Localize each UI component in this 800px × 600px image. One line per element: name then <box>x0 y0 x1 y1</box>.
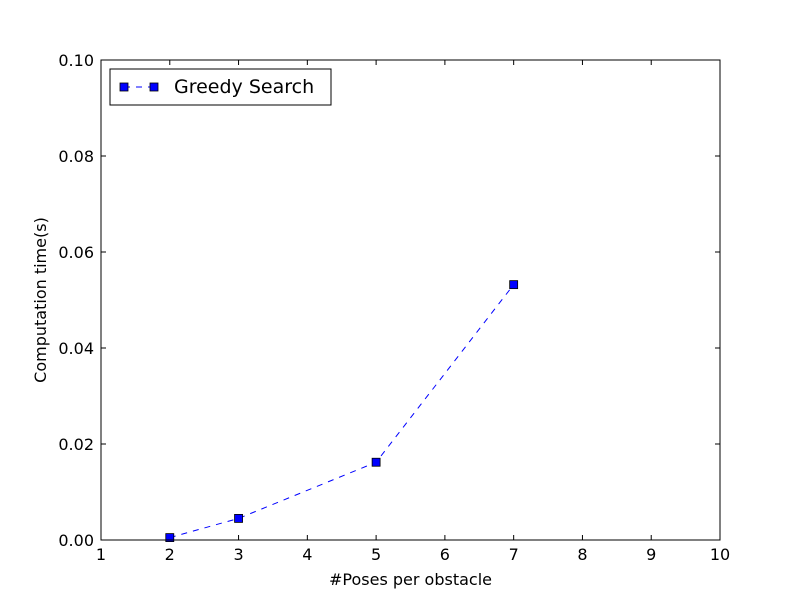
plot-frame <box>100 59 721 541</box>
legend-label-greedy-search: Greedy Search <box>174 76 314 98</box>
series-layer <box>165 280 519 542</box>
series-line-0 <box>169 284 515 539</box>
y-tick-label: 0.00 <box>58 531 94 550</box>
y-tick-label: 0.10 <box>58 51 94 70</box>
y-axis-ticks: 0.00 0.02 0.04 0.06 0.08 0.10 <box>58 51 720 550</box>
legend-box <box>109 68 332 106</box>
data-point <box>371 457 381 467</box>
x-tick-label: 2 <box>165 545 175 564</box>
y-axis-label: Computation time(s) <box>31 217 50 383</box>
x-tick-label: 10 <box>710 545 730 564</box>
x-tick-label: 1 <box>96 545 106 564</box>
data-point <box>509 280 519 290</box>
x-tick-label: 3 <box>233 545 243 564</box>
x-tick-label: 4 <box>302 545 312 564</box>
data-point <box>165 533 175 542</box>
x-tick-label: 8 <box>577 545 587 564</box>
x-tick-label: 5 <box>371 545 381 564</box>
x-axis-label: #Poses per obstacle <box>329 570 492 589</box>
legend-marker <box>149 82 159 92</box>
x-axis-ticks: 1 2 3 4 5 6 7 8 9 10 <box>96 60 730 564</box>
legend: Greedy Search <box>109 68 332 106</box>
x-tick-label: 7 <box>509 545 519 564</box>
x-tick-label: 9 <box>646 545 656 564</box>
legend-marker <box>119 82 129 92</box>
y-tick-label: 0.04 <box>58 339 94 358</box>
y-tick-label: 0.08 <box>58 147 94 166</box>
y-tick-label: 0.02 <box>58 435 94 454</box>
data-point <box>234 514 243 523</box>
x-tick-label: 6 <box>440 545 450 564</box>
y-tick-label: 0.06 <box>58 243 94 262</box>
